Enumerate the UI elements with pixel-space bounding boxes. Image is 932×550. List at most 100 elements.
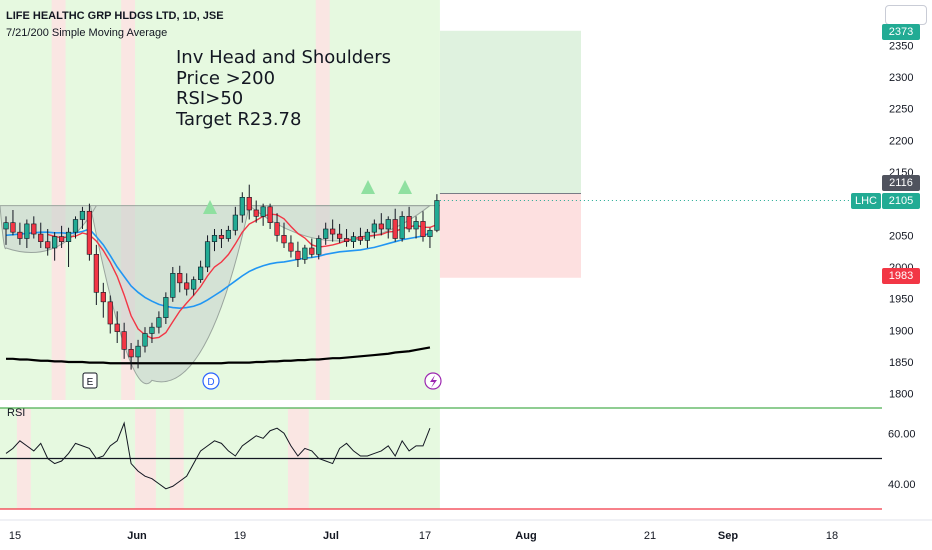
time-tick-label: 21 <box>644 530 656 542</box>
rsi-tick-label: 60.00 <box>888 428 916 440</box>
candle-body <box>107 301 113 325</box>
candle-body <box>420 221 426 237</box>
dividend-marker-label: D <box>207 377 214 388</box>
candle-body <box>86 210 92 255</box>
earnings-marker <box>82 372 98 389</box>
candle-body <box>135 345 141 358</box>
chart-menu-button[interactable] <box>885 5 927 25</box>
time-tick-label: 18 <box>826 530 838 542</box>
candle-body <box>399 216 405 239</box>
time-tick-label: 17 <box>419 530 431 542</box>
shoulder-price-tag: 2116 <box>882 175 920 191</box>
breakout-arrow <box>398 180 412 194</box>
breakout-arrow <box>203 200 217 214</box>
sma7-line <box>47 213 438 340</box>
candle-body <box>392 219 398 239</box>
candle-body <box>184 282 190 290</box>
bearish-band <box>51 0 66 400</box>
time-tick-label: 19 <box>234 530 246 542</box>
candle-body <box>191 279 197 290</box>
position-target-zone <box>439 30 581 194</box>
price-tick-label: 1850 <box>889 357 913 369</box>
ticker-tag: LHC <box>851 193 881 209</box>
candle-body <box>225 229 232 239</box>
bearish-band <box>315 0 330 400</box>
candle-body <box>93 254 99 293</box>
price-tick-label: 1950 <box>889 294 913 306</box>
candle-body <box>343 238 350 242</box>
candle-body <box>10 222 16 233</box>
candle-body <box>302 247 308 260</box>
breakout-arrow <box>361 180 375 194</box>
time-tick-label: Aug <box>515 530 536 542</box>
annotation-line: Price >200 <box>176 67 276 89</box>
candle-body <box>100 292 106 303</box>
candle-body <box>336 233 343 239</box>
price-tick-label: 2200 <box>889 135 913 147</box>
price-tick-label: 2300 <box>889 72 913 84</box>
candle-body <box>3 222 9 230</box>
target-price-tag: 2373 <box>882 24 920 40</box>
candle-body <box>232 214 238 231</box>
candle-body <box>434 200 440 231</box>
last-price-tag: 2105 <box>882 193 920 209</box>
candle-body <box>295 250 301 260</box>
candle-body <box>204 241 211 268</box>
rsi-tick-label: 40.00 <box>888 479 916 491</box>
candle-body <box>371 223 377 233</box>
candle-body <box>198 266 204 280</box>
candle-body <box>316 238 322 255</box>
candle-body <box>177 273 183 284</box>
candle-body <box>378 223 384 230</box>
candle-body <box>246 197 252 211</box>
sma21-line <box>5 228 431 309</box>
annotation-line: Inv Head and Shoulders <box>176 47 391 68</box>
price-tick-label: 2050 <box>889 230 913 242</box>
candle-body <box>330 228 336 235</box>
candle-body <box>121 331 127 350</box>
price-tick-label: 1800 <box>889 389 913 401</box>
candle-body <box>267 206 273 223</box>
candle-body <box>413 221 419 230</box>
earnings-marker-label: E <box>87 377 94 388</box>
candle-body <box>350 236 357 242</box>
time-tick-label: 15 <box>9 530 21 542</box>
candle-body <box>114 323 120 332</box>
candle-body <box>323 228 329 239</box>
position-stop-zone <box>439 193 581 278</box>
candle-body <box>260 206 266 217</box>
lightning-icon <box>430 375 437 388</box>
dividend-marker <box>202 372 220 390</box>
candle-body <box>24 223 30 239</box>
candle-body <box>253 209 259 217</box>
price-tick-label: 2350 <box>889 40 913 52</box>
candle-body <box>17 231 23 239</box>
candle-body <box>218 235 225 239</box>
annotation-line: RSI>50 <box>176 88 244 109</box>
rsi-line <box>5 421 431 490</box>
candle-body <box>427 229 433 237</box>
stop-price-tag: 1983 <box>882 268 920 284</box>
candle-body <box>211 235 218 242</box>
candle-body <box>309 247 315 255</box>
candle-body <box>156 317 162 328</box>
price-axis <box>882 0 932 520</box>
candle-body <box>239 197 245 216</box>
idea-annotation: Inv Head and Shoulders Price >200 RSI>50… <box>176 47 391 130</box>
candle-body <box>364 231 371 241</box>
candle-body <box>142 333 148 347</box>
candle-body <box>170 273 176 298</box>
candle-body <box>38 233 44 242</box>
candle-body <box>52 236 58 249</box>
time-tick-label: Sep <box>718 530 738 542</box>
candle-body <box>149 326 155 334</box>
candle-body <box>79 210 86 220</box>
indicator-title: 7/21/200 Simple Moving Average <box>6 27 168 39</box>
candle-body <box>72 219 79 233</box>
candle-body <box>65 231 72 242</box>
symbol-title: LIFE HEALTHC GRP HLDGS LTD, 1D, JSE <box>6 10 224 22</box>
candle-body <box>45 241 51 249</box>
candle-body <box>274 222 280 236</box>
candle-body <box>128 349 134 358</box>
